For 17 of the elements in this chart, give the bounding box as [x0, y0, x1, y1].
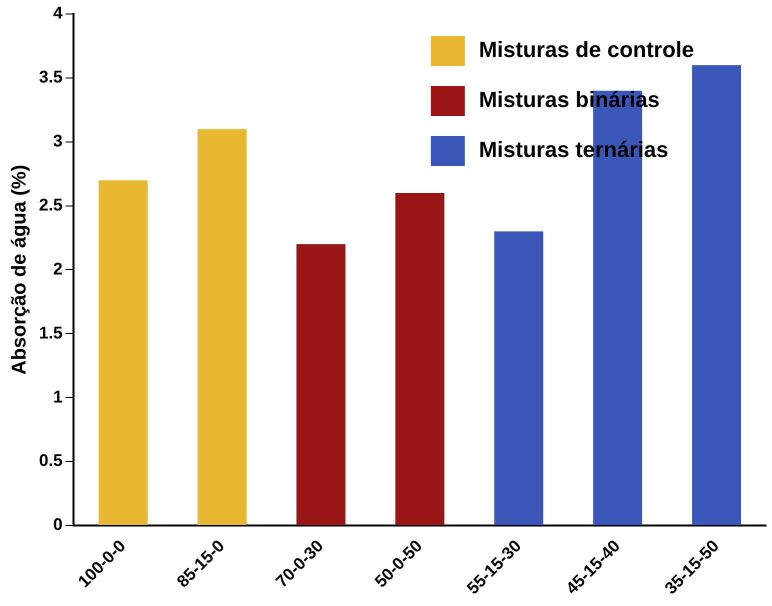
y-tick-label: 4: [53, 4, 64, 23]
y-tick-label: 2: [53, 259, 63, 278]
bar: [692, 65, 742, 525]
y-tick-label: 0: [53, 515, 63, 534]
y-tick-label: 2.5: [38, 195, 63, 214]
bar: [395, 193, 444, 525]
y-tick-label: 3.5: [38, 68, 63, 87]
bar: [296, 244, 346, 525]
y-tick-label: 0.5: [38, 451, 63, 470]
y-tick-label: 3: [53, 132, 63, 151]
y-tick-label: 1.5: [38, 323, 63, 342]
y-tick-label: 1: [53, 387, 63, 406]
bar: [98, 180, 148, 525]
bar: [494, 231, 544, 525]
legend-label: Misturas de controle: [478, 37, 694, 62]
bar: [198, 129, 246, 525]
y-axis-title: Absorção de água (%): [8, 164, 31, 375]
